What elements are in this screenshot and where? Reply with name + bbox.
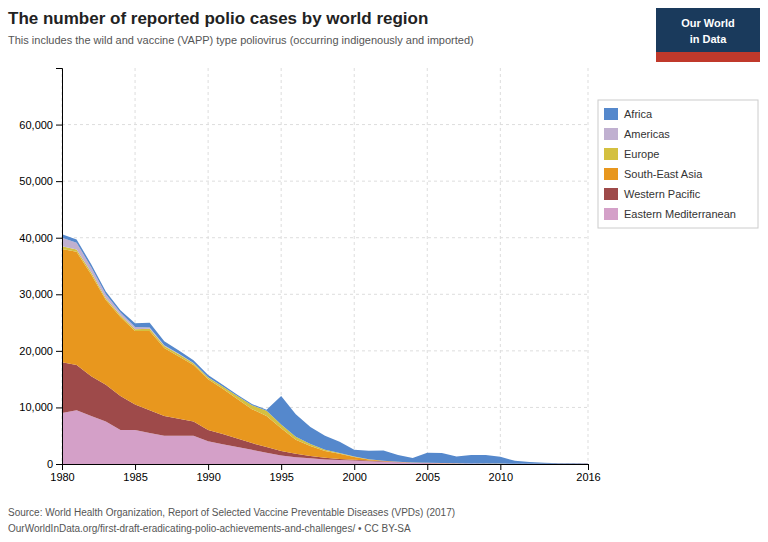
tick: 1990 (196, 464, 220, 483)
tick: 20,000 (19, 345, 62, 357)
tick-mark (56, 351, 62, 352)
tick-mark (56, 464, 62, 465)
area-layer (62, 249, 588, 464)
tick-mark (354, 464, 355, 470)
legend-swatch (604, 108, 618, 120)
legend-item: South-East Asia (604, 168, 703, 180)
tick-label: 1990 (196, 471, 220, 483)
tick: 1980 (50, 464, 74, 483)
grid-line-x (427, 68, 428, 464)
legend-label: Americas (624, 128, 670, 140)
legend-label: Eastern Mediterranean (624, 208, 736, 220)
chart-container: The number of reported polio cases by wo… (0, 0, 768, 542)
tick-mark (56, 294, 62, 295)
legend-label: South-East Asia (624, 168, 703, 180)
area-layer (62, 246, 588, 464)
tick: 1995 (269, 464, 293, 483)
logo-box (656, 8, 760, 62)
tick: 50,000 (19, 175, 62, 187)
logo-band (656, 52, 760, 62)
tick: 10,000 (19, 401, 62, 413)
legend-label: Europe (624, 148, 659, 160)
tick-label: 2010 (489, 471, 513, 483)
grid (62, 68, 588, 464)
tick-label: 40,000 (19, 232, 53, 244)
grid-line-y (62, 181, 588, 182)
logo-text: in Data (690, 33, 728, 45)
legend-swatch (604, 148, 618, 160)
x-axis: 1980 1985 1990 1995 2000 2005 2010 2016 (50, 464, 600, 483)
area-layer (62, 238, 588, 464)
grid-line-x (354, 68, 355, 464)
tick-label: 2005 (416, 471, 440, 483)
tick-label: 1980 (50, 471, 74, 483)
marks (62, 234, 588, 464)
y-axis: 0 10,000 20,000 30,000 40,000 50,000 60,000 (19, 69, 62, 471)
tick: 2010 (489, 464, 513, 483)
legend-label: Western Pacific (624, 188, 701, 200)
legend-swatch (604, 128, 618, 140)
area-layer (62, 234, 588, 463)
subtitle: This includes the wild and vaccine (VAPP… (8, 34, 474, 46)
legend-item: Eastern Mediterranean (604, 208, 736, 220)
legend-item: Africa (604, 108, 653, 120)
grid-line-y (62, 124, 588, 125)
tick-mark (56, 407, 62, 408)
tick-label: 60,000 (19, 119, 53, 131)
tick-mark (56, 181, 62, 182)
tick-label: 2000 (342, 471, 366, 483)
grid-line-x (588, 68, 589, 464)
tick-label: 2016 (576, 471, 600, 483)
plot-area: 1980 1985 1990 1995 2000 2005 2010 2016 0 10,000 2… (19, 68, 600, 483)
tick-mark (208, 464, 209, 470)
tick-label: 1985 (123, 471, 147, 483)
grid-line-x (500, 68, 501, 464)
logo-text: Our World (681, 17, 735, 29)
tick-mark (135, 464, 136, 470)
legend-label: Africa (624, 108, 653, 120)
tick-mark (281, 464, 282, 470)
tick-mark (56, 125, 62, 126)
chart-svg: The number of reported polio cases by wo… (0, 0, 768, 542)
tick: 0 (47, 458, 62, 470)
tick-label: 10,000 (19, 401, 53, 413)
tick-label: 50,000 (19, 175, 53, 187)
tick-mark (427, 464, 428, 470)
tick: 30,000 (19, 288, 62, 300)
legend-frame (598, 100, 758, 228)
tick: 2016 (576, 464, 600, 483)
title: The number of reported polio cases by wo… (8, 9, 428, 28)
tick-label: 30,000 (19, 288, 53, 300)
tick-mark (588, 464, 589, 470)
tick: 40,000 (19, 232, 62, 244)
legend-item: Western Pacific (604, 188, 701, 200)
axis-line (56, 69, 63, 465)
source: OurWorldInData.org/first-draft-eradicati… (8, 523, 411, 534)
tick: 1985 (123, 464, 147, 483)
tick-label: 1995 (269, 471, 293, 483)
tick-mark (500, 464, 501, 470)
axis-line (63, 465, 589, 471)
logo: Our World in Data (656, 8, 760, 62)
legend-swatch (604, 168, 618, 180)
tick-label: 0 (47, 458, 53, 470)
grid-line-y (62, 294, 588, 295)
tick: 2005 (416, 464, 440, 483)
legend-item: Americas (604, 128, 670, 140)
tick: 2000 (342, 464, 366, 483)
tick: 60,000 (19, 119, 62, 131)
tick-label: 20,000 (19, 345, 53, 357)
legend-swatch (604, 188, 618, 200)
legend-swatch (604, 208, 618, 220)
legend: Africa Americas Europe South-East Asia Weste… (598, 100, 758, 228)
grid-line-y (62, 237, 588, 238)
tick-mark (56, 238, 62, 239)
source: Source: World Health Organization, Repor… (8, 507, 455, 518)
legend-item: Europe (604, 148, 659, 160)
